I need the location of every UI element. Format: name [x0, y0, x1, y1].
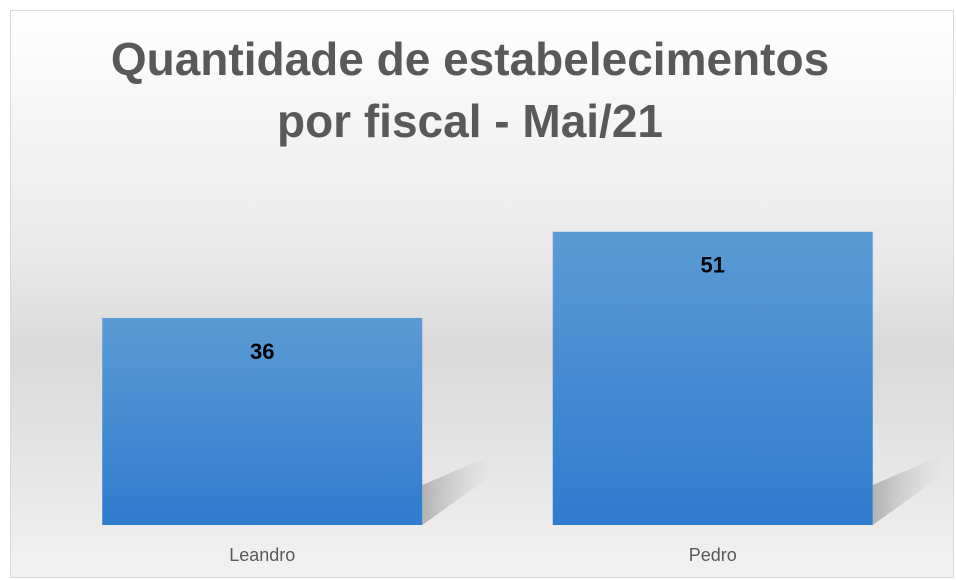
- x-tick-label: Leandro: [229, 545, 295, 565]
- bar: [102, 318, 423, 525]
- bar: [552, 231, 873, 525]
- chart-title: Quantidade de estabelecimentos por fisca…: [110, 33, 830, 147]
- x-tick-label: Pedro: [689, 545, 737, 565]
- bar-shadow: [422, 455, 493, 525]
- data-label: 51: [701, 253, 725, 278]
- data-label: 36: [250, 339, 274, 364]
- bar-shadow: [872, 455, 943, 525]
